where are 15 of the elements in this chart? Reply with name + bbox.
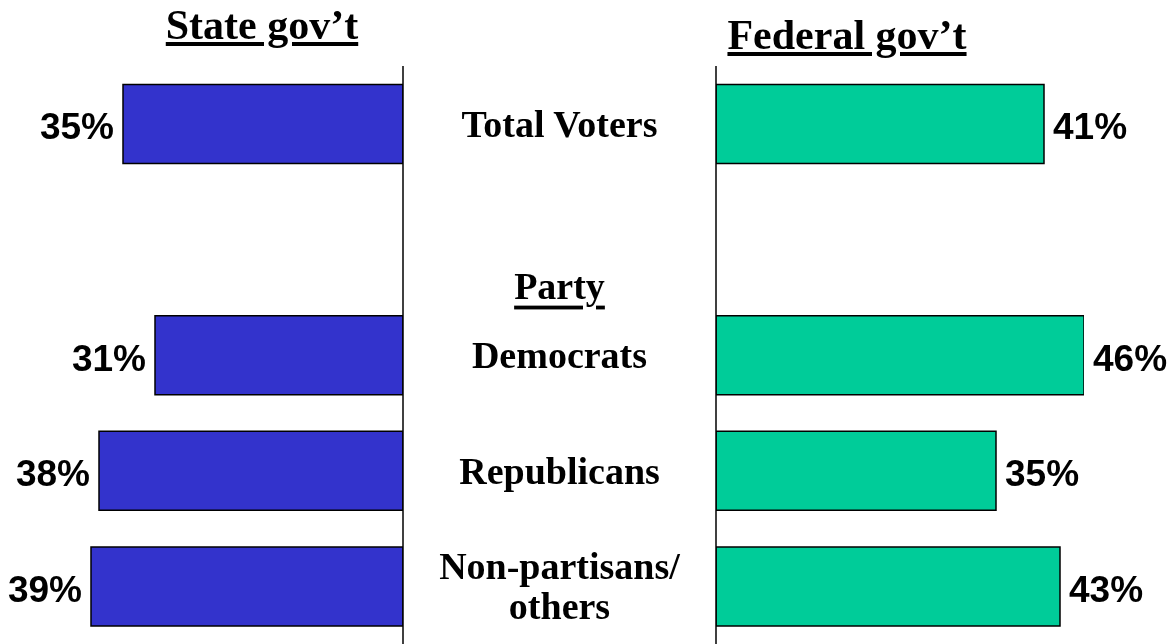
y-tick-label: Democrats (471, 334, 648, 376)
data-label: 31% (71, 337, 146, 379)
y-tick-label: Non-partisans/ others (439, 545, 681, 628)
data-label: 39% (7, 568, 82, 610)
y-tick-label: Republicans (459, 449, 660, 492)
data-label: 38% (15, 453, 90, 495)
data-label: 35% (39, 106, 114, 148)
data-label: 46% (1093, 337, 1168, 379)
data-label: 43% (1069, 568, 1144, 610)
y-tick-label: Party (514, 264, 605, 307)
data-label: 35% (1005, 453, 1080, 495)
data-label: 41% (1053, 106, 1128, 148)
chart-title: State gov’t (164, 2, 360, 49)
y-tick-label: Total Voters (461, 102, 658, 145)
chart-title: Federal gov’t (726, 12, 968, 59)
